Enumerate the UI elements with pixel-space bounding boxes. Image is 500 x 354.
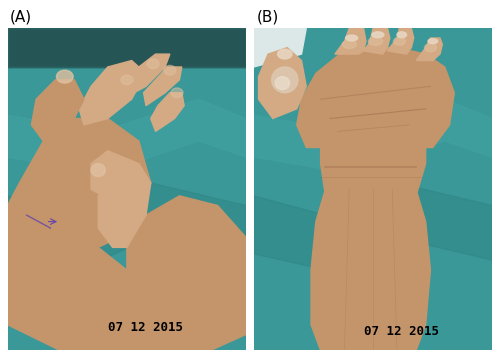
Ellipse shape bbox=[397, 32, 406, 38]
Polygon shape bbox=[8, 119, 151, 247]
Ellipse shape bbox=[171, 88, 183, 98]
Polygon shape bbox=[32, 80, 84, 141]
Polygon shape bbox=[91, 151, 151, 202]
Ellipse shape bbox=[368, 37, 382, 45]
Polygon shape bbox=[127, 196, 246, 350]
Polygon shape bbox=[296, 48, 454, 148]
Polygon shape bbox=[254, 28, 306, 67]
Polygon shape bbox=[388, 28, 413, 54]
Text: (A): (A) bbox=[10, 10, 32, 25]
Ellipse shape bbox=[91, 164, 106, 177]
Ellipse shape bbox=[428, 39, 438, 44]
Ellipse shape bbox=[394, 37, 406, 45]
Polygon shape bbox=[8, 99, 246, 173]
Ellipse shape bbox=[424, 44, 436, 52]
Text: (B): (B) bbox=[256, 10, 278, 25]
Ellipse shape bbox=[164, 65, 176, 75]
Polygon shape bbox=[8, 228, 156, 350]
Ellipse shape bbox=[275, 77, 289, 90]
Bar bbox=[8, 28, 246, 67]
Ellipse shape bbox=[272, 67, 298, 93]
Polygon shape bbox=[416, 38, 442, 61]
Polygon shape bbox=[98, 164, 151, 247]
Ellipse shape bbox=[342, 40, 356, 48]
Ellipse shape bbox=[121, 75, 133, 85]
Polygon shape bbox=[320, 141, 426, 196]
Polygon shape bbox=[151, 93, 184, 131]
Ellipse shape bbox=[372, 32, 384, 38]
Polygon shape bbox=[144, 67, 182, 105]
Polygon shape bbox=[254, 99, 492, 173]
Ellipse shape bbox=[278, 49, 292, 59]
Text: 07 12 2015: 07 12 2015 bbox=[108, 321, 184, 335]
Polygon shape bbox=[8, 183, 246, 270]
Polygon shape bbox=[258, 48, 306, 119]
Ellipse shape bbox=[147, 59, 159, 69]
Polygon shape bbox=[122, 54, 170, 99]
Ellipse shape bbox=[56, 70, 73, 83]
Text: 07 12 2015: 07 12 2015 bbox=[364, 325, 440, 338]
Polygon shape bbox=[335, 28, 366, 54]
Polygon shape bbox=[79, 61, 146, 125]
Polygon shape bbox=[8, 28, 246, 67]
Polygon shape bbox=[254, 183, 492, 270]
Ellipse shape bbox=[346, 35, 358, 41]
Polygon shape bbox=[364, 28, 390, 54]
Polygon shape bbox=[311, 189, 430, 350]
